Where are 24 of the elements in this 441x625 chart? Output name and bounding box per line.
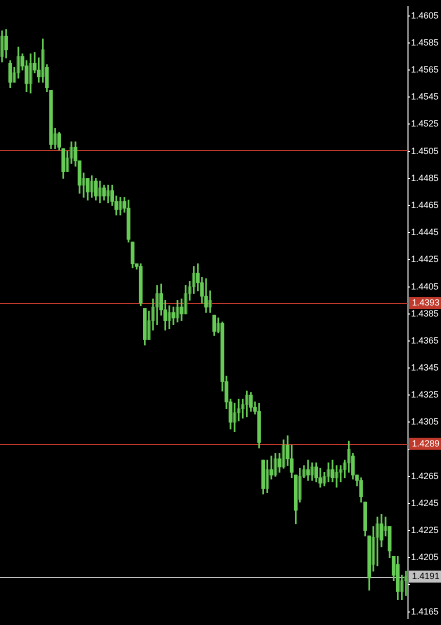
y-tick-label: 1.4545 <box>411 92 439 102</box>
y-tick-label: 1.4365 <box>411 335 439 346</box>
y-tick-label: 1.4505 <box>411 146 439 156</box>
y-tick-label: 1.4425 <box>411 254 439 264</box>
y-tick-label: 1.4565 <box>411 64 439 75</box>
y-tick-label: 1.4405 <box>411 281 439 292</box>
ref-line-label: 1.4289 <box>412 438 440 448</box>
y-tick-label: 1.4385 <box>411 308 439 318</box>
y-tick-label: 1.4585 <box>411 37 439 48</box>
y-tick-label: 1.4265 <box>411 470 439 481</box>
y-tick-label: 1.4325 <box>411 390 439 400</box>
y-tick-label: 1.4485 <box>411 172 439 183</box>
y-tick-label: 1.4165 <box>411 606 439 616</box>
y-tick-label: 1.4205 <box>411 552 439 562</box>
y-tick-label: 1.4245 <box>411 498 439 508</box>
y-tick-label: 1.4445 <box>411 227 439 238</box>
y-tick-label: 1.4605 <box>411 10 439 20</box>
y-tick-label: 1.4225 <box>411 525 439 536</box>
y-tick-label: 1.4345 <box>411 362 439 373</box>
ref-line-label: 1.4191 <box>412 571 440 582</box>
ref-line-label: 1.4393 <box>412 298 440 308</box>
y-tick-label: 1.4465 <box>411 200 439 210</box>
y-tick-label: 1.4305 <box>411 416 439 427</box>
y-tick-label: 1.4525 <box>411 118 439 129</box>
